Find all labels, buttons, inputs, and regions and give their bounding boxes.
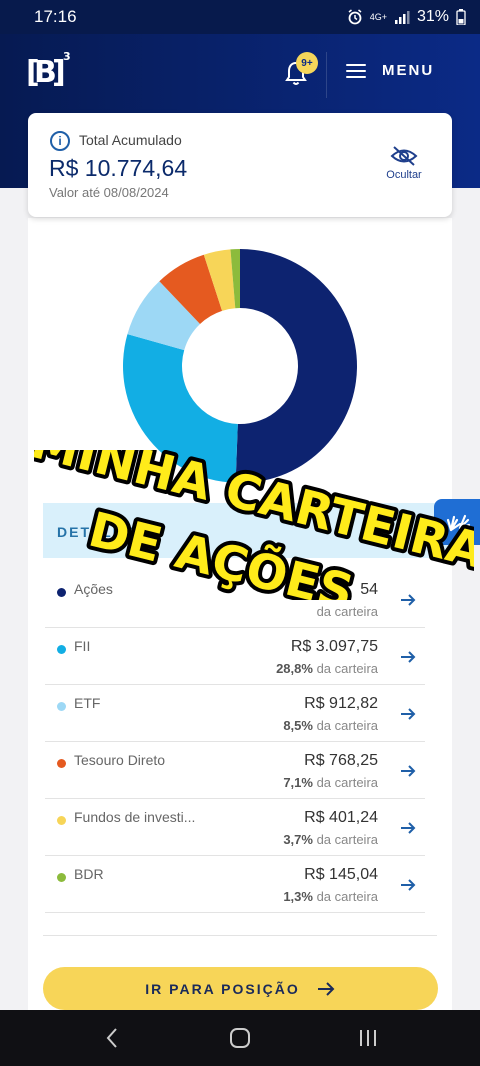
hand-sign-icon bbox=[446, 514, 471, 532]
asset-row-acoes[interactable]: Ações 54 da carteira bbox=[45, 571, 425, 628]
donut-slice-fii bbox=[123, 334, 238, 483]
asset-percent: 7,1% bbox=[283, 775, 313, 790]
asset-value: R$ 3.097,75 bbox=[290, 638, 378, 655]
recents-icon bbox=[360, 1030, 376, 1046]
asset-percent-line: da carteira bbox=[317, 604, 378, 619]
tab-details-label: DETALHES bbox=[57, 524, 148, 540]
alarm-icon bbox=[348, 9, 362, 25]
total-value: R$ 10.774,64 bbox=[49, 155, 188, 181]
legend-dot bbox=[57, 816, 66, 825]
battery-percent: 31% bbox=[416, 8, 449, 25]
asset-percent-line: 3,7% da carteira bbox=[283, 832, 378, 847]
allocation-donut-chart bbox=[123, 249, 357, 483]
total-label: Total Acumulado bbox=[79, 132, 182, 148]
header-divider bbox=[326, 52, 327, 98]
asset-percent-suffix: da carteira bbox=[316, 661, 378, 676]
status-indicators: 4G+ 31% bbox=[347, 8, 466, 26]
back-icon bbox=[106, 1028, 117, 1048]
signal-icon bbox=[394, 11, 410, 24]
b3-logo[interactable]: [ B ] 3 bbox=[26, 50, 71, 90]
asset-percent: 1,3% bbox=[283, 889, 313, 904]
asset-name: Tesouro Direto bbox=[74, 752, 166, 768]
nav-home-button[interactable] bbox=[220, 1018, 260, 1058]
menu-label: MENU bbox=[382, 62, 435, 79]
accessibility-button[interactable] bbox=[434, 499, 480, 545]
status-bar: 17:16 4G+ 31% bbox=[0, 0, 480, 34]
asset-name: Ações bbox=[74, 581, 113, 597]
arrow-right-icon[interactable] bbox=[399, 705, 417, 723]
asset-percent: 8,5% bbox=[283, 718, 313, 733]
arrow-right-icon[interactable] bbox=[399, 591, 417, 609]
network-type: 4G+ bbox=[369, 11, 387, 22]
arrow-right-icon[interactable] bbox=[399, 819, 417, 837]
go-button-label: IR PARA POSIÇÃO bbox=[145, 980, 300, 997]
asset-percent-suffix: da carteira bbox=[316, 775, 378, 790]
donut-slice-etf bbox=[127, 281, 201, 351]
asset-value: R$ 912,82 bbox=[304, 695, 378, 712]
asset-percent: 28,8% bbox=[276, 661, 313, 676]
asset-row-fundos[interactable]: Fundos de investi... R$ 401,24 3,7% da c… bbox=[45, 799, 425, 856]
divider bbox=[43, 935, 437, 936]
asset-value: R$ 401,24 bbox=[304, 809, 378, 826]
hamburger-icon bbox=[346, 63, 366, 78]
menu-button[interactable]: MENU bbox=[346, 62, 434, 79]
arrow-right-icon[interactable] bbox=[399, 762, 417, 780]
donut-slice-tesouro-direto bbox=[159, 254, 223, 324]
tab-details[interactable]: DETALHES bbox=[43, 503, 453, 558]
battery-icon bbox=[456, 9, 466, 25]
info-icon[interactable]: i bbox=[50, 131, 70, 151]
donut-slice-a-es bbox=[235, 249, 357, 483]
legend-dot bbox=[57, 588, 66, 597]
arrow-right-icon bbox=[317, 981, 335, 996]
legend-dot bbox=[57, 702, 66, 711]
logo-text: B bbox=[34, 55, 57, 90]
asset-value: 54 bbox=[360, 581, 378, 598]
asset-percent: 3,7% bbox=[283, 832, 313, 847]
asset-percent-line: 28,8% da carteira bbox=[276, 661, 378, 676]
asset-percent-suffix: da carteira bbox=[316, 832, 378, 847]
asset-percent-suffix: da carteira bbox=[316, 604, 378, 619]
logo-superscript: 3 bbox=[63, 50, 71, 63]
asset-percent-line: 7,1% da carteira bbox=[283, 775, 378, 790]
total-date: Valor até 08/08/2024 bbox=[49, 185, 169, 200]
go-to-position-button[interactable]: IR PARA POSIÇÃO bbox=[43, 967, 438, 1010]
nav-recents-button[interactable] bbox=[348, 1018, 388, 1058]
arrow-right-icon[interactable] bbox=[399, 648, 417, 666]
overlay-title: MINHA CARTEIRA DE AÇÕES bbox=[34, 450, 474, 600]
asset-row-tesouro-direto[interactable]: Tesouro Direto R$ 768,25 7,1% da carteir… bbox=[45, 742, 425, 799]
eye-off-icon bbox=[390, 146, 418, 166]
asset-name: ETF bbox=[74, 695, 101, 711]
asset-name: FII bbox=[74, 638, 91, 654]
asset-value: R$ 145,04 bbox=[304, 866, 378, 883]
donut-slice-fundos-de-investimento bbox=[203, 249, 236, 311]
home-icon bbox=[230, 1028, 250, 1048]
asset-value: R$ 768,25 bbox=[304, 752, 378, 769]
donut-slice-bdr bbox=[230, 249, 240, 309]
legend-dot bbox=[57, 645, 66, 654]
legend-dot bbox=[57, 759, 66, 768]
asset-row-fii[interactable]: FII R$ 3.097,75 28,8% da carteira bbox=[45, 628, 425, 685]
portfolio-panel: DETALHES Ações 54 da carteira FII R$ 3.0… bbox=[28, 218, 453, 1010]
asset-name: BDR bbox=[74, 866, 104, 882]
asset-percent-suffix: da carteira bbox=[316, 889, 378, 904]
hide-values-button[interactable]: Ocultar bbox=[378, 145, 430, 181]
asset-percent-suffix: da carteira bbox=[316, 718, 378, 733]
total-summary-card: i Total Acumulado R$ 10.774,64 Valor até… bbox=[28, 113, 452, 217]
notification-badge: 9+ bbox=[296, 52, 318, 74]
system-nav-bar bbox=[0, 1010, 480, 1066]
asset-name: Fundos de investi... bbox=[74, 809, 196, 825]
hide-label: Ocultar bbox=[386, 169, 422, 181]
asset-percent-line: 8,5% da carteira bbox=[283, 718, 378, 733]
status-time: 17:16 bbox=[34, 7, 77, 26]
asset-row-etf[interactable]: ETF R$ 912,82 8,5% da carteira bbox=[45, 685, 425, 742]
asset-row-bdr[interactable]: BDR R$ 145,04 1,3% da carteira bbox=[45, 856, 425, 913]
arrow-right-icon[interactable] bbox=[399, 876, 417, 894]
legend-dot bbox=[57, 873, 66, 882]
asset-percent-line: 1,3% da carteira bbox=[283, 889, 378, 904]
nav-back-button[interactable] bbox=[92, 1018, 132, 1058]
